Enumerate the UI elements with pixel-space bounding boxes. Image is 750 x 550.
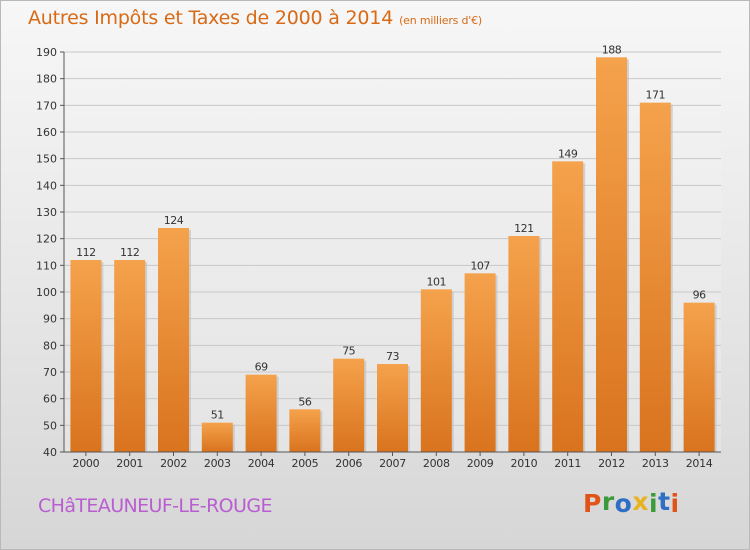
bar-value-label: 112 — [76, 246, 96, 259]
logo-letter: x — [632, 487, 649, 516]
chart-subtitle: (en milliers d'€) — [399, 14, 482, 27]
bar — [596, 57, 627, 452]
bar — [508, 236, 540, 452]
bar-value-label: 112 — [120, 246, 140, 259]
y-tick-label: 60 — [43, 393, 57, 406]
commune-name: CHâTEAUNEUF-LE-ROUGE — [38, 495, 272, 517]
bar-value-label: 188 — [602, 43, 622, 56]
y-tick-label: 190 — [36, 46, 57, 59]
bar — [333, 358, 365, 452]
bar-value-label: 56 — [298, 395, 311, 408]
y-tick-label: 150 — [36, 153, 57, 166]
bar — [114, 260, 146, 452]
y-tick-label: 70 — [43, 366, 57, 379]
x-tick-label: 2014 — [686, 457, 713, 470]
bar — [683, 302, 715, 452]
bar-value-label: 121 — [514, 222, 534, 235]
bar-value-label: 101 — [427, 275, 447, 288]
logo-letter: P — [583, 489, 602, 518]
bar-value-label: 171 — [646, 89, 666, 102]
bar-value-label: 73 — [386, 350, 399, 363]
y-tick-label: 170 — [36, 99, 57, 112]
logo-letter: r — [601, 487, 615, 516]
bar-value-label: 107 — [470, 259, 490, 272]
x-tick-label: 2012 — [598, 457, 625, 470]
bar — [70, 260, 102, 452]
bar-value-label: 96 — [693, 289, 706, 302]
bar-value-label: 124 — [164, 214, 184, 227]
y-tick-label: 130 — [36, 206, 57, 219]
bar — [377, 364, 408, 452]
bar — [552, 161, 584, 453]
logo-letter: i — [670, 489, 680, 518]
x-tick-label: 2004 — [248, 457, 275, 470]
x-tick-label: 2007 — [379, 457, 406, 470]
y-tick-label: 40 — [43, 446, 57, 459]
y-tick-label: 160 — [36, 126, 57, 139]
y-tick-label: 100 — [36, 286, 57, 299]
y-tick-label: 110 — [36, 259, 57, 272]
bar — [420, 289, 452, 452]
chart-title-text: Autres Impôts et Taxes de 2000 à 2014 — [28, 7, 394, 29]
bar-value-label: 69 — [255, 361, 268, 374]
x-tick-label: 2013 — [642, 457, 669, 470]
chart-title: Autres Impôts et Taxes de 2000 à 2014 (en… — [28, 7, 482, 29]
x-tick-label: 2003 — [204, 457, 231, 470]
bar — [158, 228, 189, 452]
x-tick-label: 2009 — [467, 457, 494, 470]
x-tick-label: 2005 — [292, 457, 319, 470]
x-tick-label: 2001 — [116, 457, 143, 470]
bar — [201, 422, 233, 452]
x-tick-label: 2010 — [511, 457, 538, 470]
bar — [464, 273, 496, 452]
bar — [639, 102, 671, 453]
x-tick-label: 2000 — [73, 457, 100, 470]
y-tick-label: 180 — [36, 73, 57, 86]
bar-value-label: 149 — [558, 147, 578, 160]
y-tick-label: 80 — [43, 339, 57, 352]
proxiti-logo: Proxiti — [583, 487, 680, 518]
y-tick-label: 120 — [36, 233, 57, 246]
logo-letter: o — [614, 489, 633, 518]
logo-letter: t — [658, 487, 671, 516]
bar-value-label: 75 — [342, 345, 355, 358]
x-tick-label: 2006 — [335, 457, 362, 470]
x-tick-label: 2011 — [554, 457, 581, 470]
bar-value-label: 51 — [211, 409, 224, 422]
y-tick-label: 140 — [36, 179, 57, 192]
y-tick-label: 50 — [43, 419, 57, 432]
x-tick-label: 2008 — [423, 457, 450, 470]
logo-letter: i — [649, 489, 659, 518]
bar — [289, 409, 321, 452]
bar — [245, 374, 277, 452]
x-tick-label: 2002 — [160, 457, 187, 470]
y-tick-label: 90 — [43, 313, 57, 326]
